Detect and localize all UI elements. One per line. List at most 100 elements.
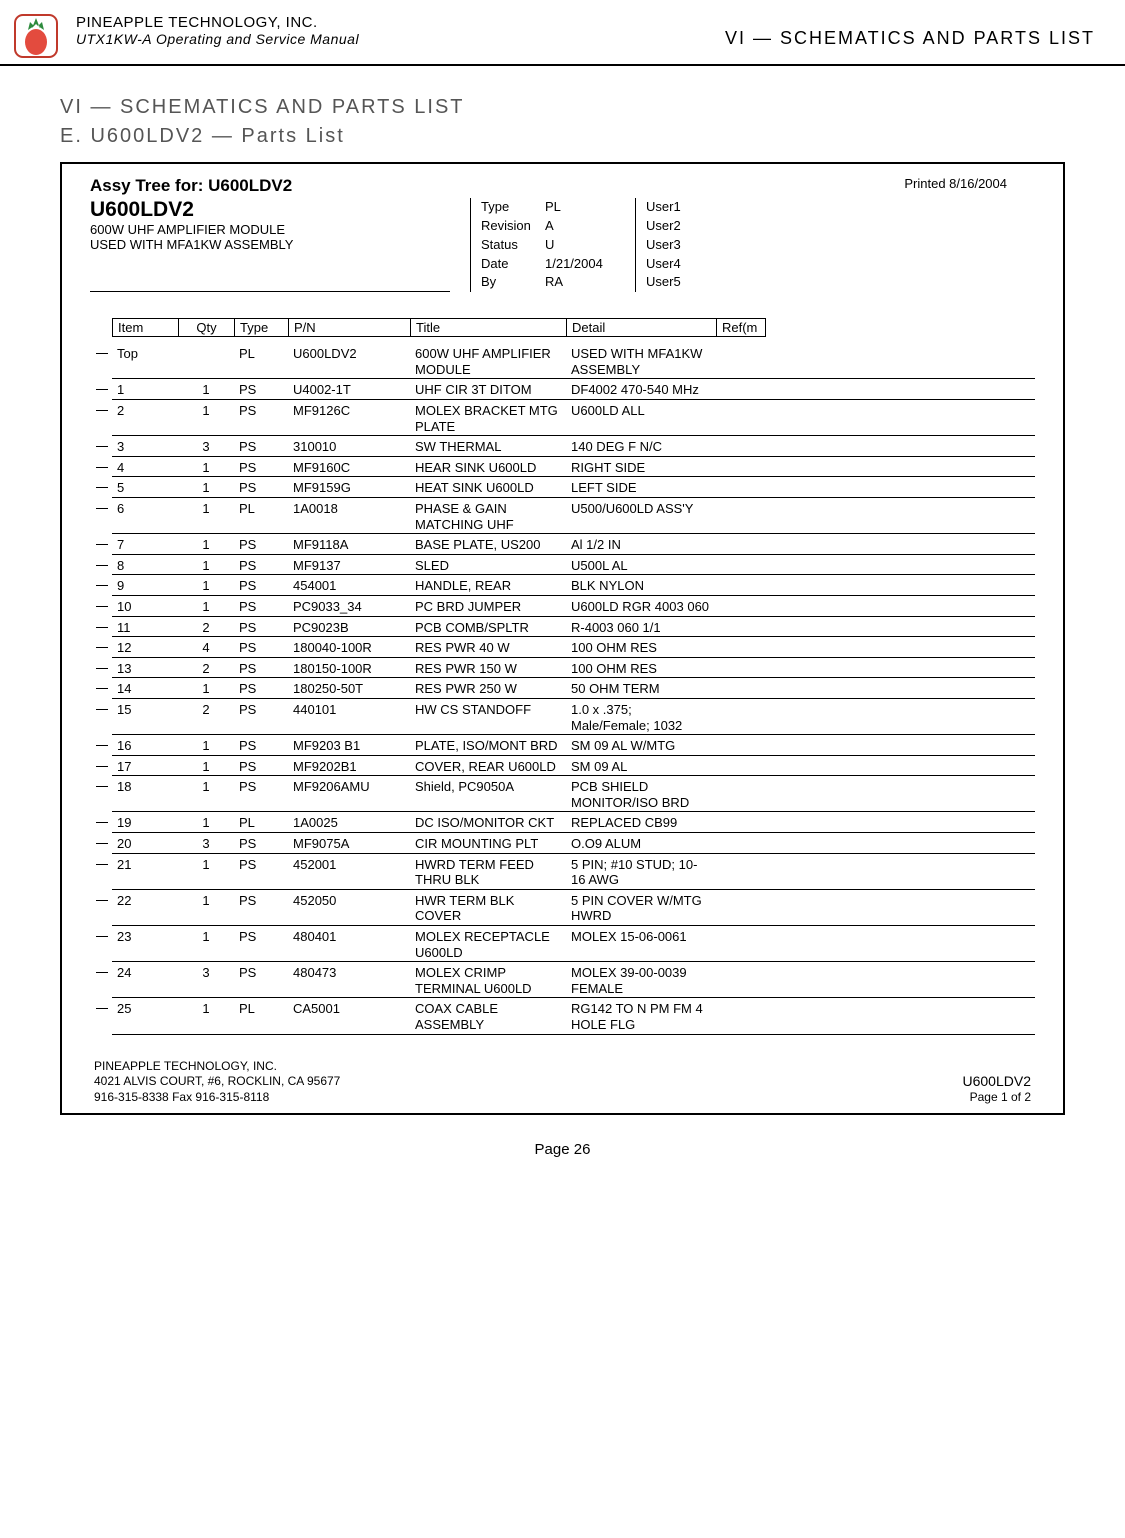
table-cell: COVER, REAR U600LD — [410, 759, 566, 775]
table-row: 161PSMF9203 B1PLATE, ISO/MONT BRDSM 09 A… — [112, 735, 1035, 756]
meta-label: Date — [481, 255, 545, 274]
table-cell: 180150-100R — [288, 661, 410, 676]
footer-right: U600LDV2 Page 1 of 2 — [963, 1072, 1032, 1106]
table-row: 33PS310010SW THERMAL140 DEG F N/C — [112, 436, 1035, 457]
table-cell: 440101 — [288, 702, 410, 717]
table-cell: 1A0018 — [288, 501, 410, 516]
company-block: PINEAPPLE TECHNOLOGY, INC. UTX1KW-A Oper… — [76, 14, 725, 47]
table-cell: CIR MOUNTING PLT — [410, 836, 566, 852]
table-cell: U500/U600LD ASS'Y — [566, 501, 716, 517]
meta-label: Type — [481, 198, 545, 217]
table-cell: U4002-1T — [288, 382, 410, 397]
table-cell: 1 — [178, 460, 234, 475]
table-cell: PC BRD JUMPER — [410, 599, 566, 615]
table-row: 221PS452050HWR TERM BLK COVER5 PIN COVER… — [112, 890, 1035, 926]
meta-label: Status — [481, 236, 545, 255]
table-cell: 1 — [178, 578, 234, 593]
table-cell: 19 — [112, 815, 178, 830]
table-cell: MF9137 — [288, 558, 410, 573]
table-cell: PCB COMB/SPLTR — [410, 620, 566, 636]
table-cell: PS — [234, 537, 288, 552]
table-cell: PS — [234, 929, 288, 944]
table-cell: MOLEX 15-06-0061 — [566, 929, 716, 945]
table-cell: 5 PIN; #10 STUD; 10-16 AWG — [566, 857, 716, 888]
table-cell: 14 — [112, 681, 178, 696]
table-cell: 10 — [112, 599, 178, 614]
table-row: TopPLU600LDV2600W UHF AMPLIFIER MODULEUS… — [112, 343, 1035, 379]
table-cell: MF9203 B1 — [288, 738, 410, 753]
table-cell: MF9160C — [288, 460, 410, 475]
table-cell: DF4002 470-540 MHz — [566, 382, 716, 398]
table-cell: 23 — [112, 929, 178, 944]
table-cell: 4 — [178, 640, 234, 655]
table-cell: 24 — [112, 965, 178, 980]
table-cell: HANDLE, REAR — [410, 578, 566, 594]
table-cell: PLATE, ISO/MONT BRD — [410, 738, 566, 754]
assy-name: U600LDV2 — [208, 176, 292, 195]
table-cell: 2 — [178, 620, 234, 635]
table-row: 211PS452001HWRD TERM FEED THRU BLK5 PIN;… — [112, 854, 1035, 890]
table-cell: HWR TERM BLK COVER — [410, 893, 566, 924]
table-cell: 480473 — [288, 965, 410, 980]
table-cell: U600LD RGR 4003 060 — [566, 599, 716, 615]
table-cell: SLED — [410, 558, 566, 574]
printed-date: Printed 8/16/2004 — [904, 176, 1007, 191]
table-cell: 3 — [112, 439, 178, 454]
table-row: 21PSMF9126CMOLEX BRACKET MTG PLATEU600LD… — [112, 400, 1035, 436]
table-cell: 8 — [112, 558, 178, 573]
table-cell: 1 — [178, 501, 234, 516]
table-cell: 21 — [112, 857, 178, 872]
table-cell: LEFT SIDE — [566, 480, 716, 496]
table-cell: RES PWR 150 W — [410, 661, 566, 677]
table-row: 101PSPC9033_34PC BRD JUMPERU600LD RGR 40… — [112, 596, 1035, 617]
table-cell: PC9033_34 — [288, 599, 410, 614]
table-cell: 7 — [112, 537, 178, 552]
footer-page: Page 1 of 2 — [963, 1090, 1032, 1106]
table-cell: CA5001 — [288, 1001, 410, 1016]
table-cell: MF9159G — [288, 480, 410, 495]
table-row: 171PSMF9202B1COVER, REAR U600LDSM 09 AL — [112, 756, 1035, 777]
table-cell: 50 OHM TERM — [566, 681, 716, 697]
table-cell: MF9126C — [288, 403, 410, 418]
table-cell: 3 — [178, 965, 234, 980]
table-cell: PS — [234, 857, 288, 872]
pineapple-logo-icon — [14, 14, 58, 58]
table-cell: 11 — [112, 620, 178, 635]
table-cell: 5 PIN COVER W/MTG HWRD — [566, 893, 716, 924]
table-cell: RES PWR 40 W — [410, 640, 566, 656]
table-row: 61PL1A0018PHASE & GAIN MATCHING UHFU500/… — [112, 498, 1035, 534]
table-row: 203PSMF9075ACIR MOUNTING PLTO.O9 ALUM — [112, 833, 1035, 854]
table-cell: PS — [234, 578, 288, 593]
table-cell: MOLEX CRIMP TERMINAL U600LD — [410, 965, 566, 996]
footer-left: PINEAPPLE TECHNOLOGY, INC. 4021 ALVIS CO… — [94, 1059, 340, 1106]
table-cell: PS — [234, 702, 288, 717]
table-cell: 480401 — [288, 929, 410, 944]
parts-table: ItemQtyTypeP/NTitleDetailRef(m TopPLU600… — [112, 318, 1035, 1034]
table-row: 112PSPC9023BPCB COMB/SPLTRR-4003 060 1/1 — [112, 617, 1035, 638]
company-name: PINEAPPLE TECHNOLOGY, INC. — [76, 14, 725, 31]
table-cell: SM 09 AL — [566, 759, 716, 775]
table-cell: 310010 — [288, 439, 410, 454]
table-cell: 100 OHM RES — [566, 640, 716, 656]
table-cell: MF9075A — [288, 836, 410, 851]
table-cell: 16 — [112, 738, 178, 753]
table-cell: 1 — [178, 1001, 234, 1016]
table-cell: HEAT SINK U600LD — [410, 480, 566, 496]
part-code: U600LDV2 — [90, 198, 450, 222]
table-cell: PS — [234, 403, 288, 418]
table-cell: PS — [234, 759, 288, 774]
meta-users: User1User2User3User4User5 — [635, 198, 705, 292]
table-cell: PS — [234, 439, 288, 454]
table-cell: 1 — [178, 857, 234, 872]
section-title: VI — SCHEMATICS AND PARTS LIST — [60, 96, 1125, 119]
table-cell: HEAR SINK U600LD — [410, 460, 566, 476]
table-row: 91PS454001HANDLE, REARBLK NYLON — [112, 575, 1035, 596]
table-cell: HWRD TERM FEED THRU BLK — [410, 857, 566, 888]
table-body: TopPLU600LDV2600W UHF AMPLIFIER MODULEUS… — [112, 343, 1035, 1034]
table-cell: SM 09 AL W/MTG — [566, 738, 716, 754]
meta-values: PLAU1/21/2004RA — [545, 198, 635, 292]
table-cell: PS — [234, 836, 288, 851]
meta-value: A — [545, 217, 635, 236]
table-cell: 180250-50T — [288, 681, 410, 696]
meta-value: 1/21/2004 — [545, 255, 635, 274]
